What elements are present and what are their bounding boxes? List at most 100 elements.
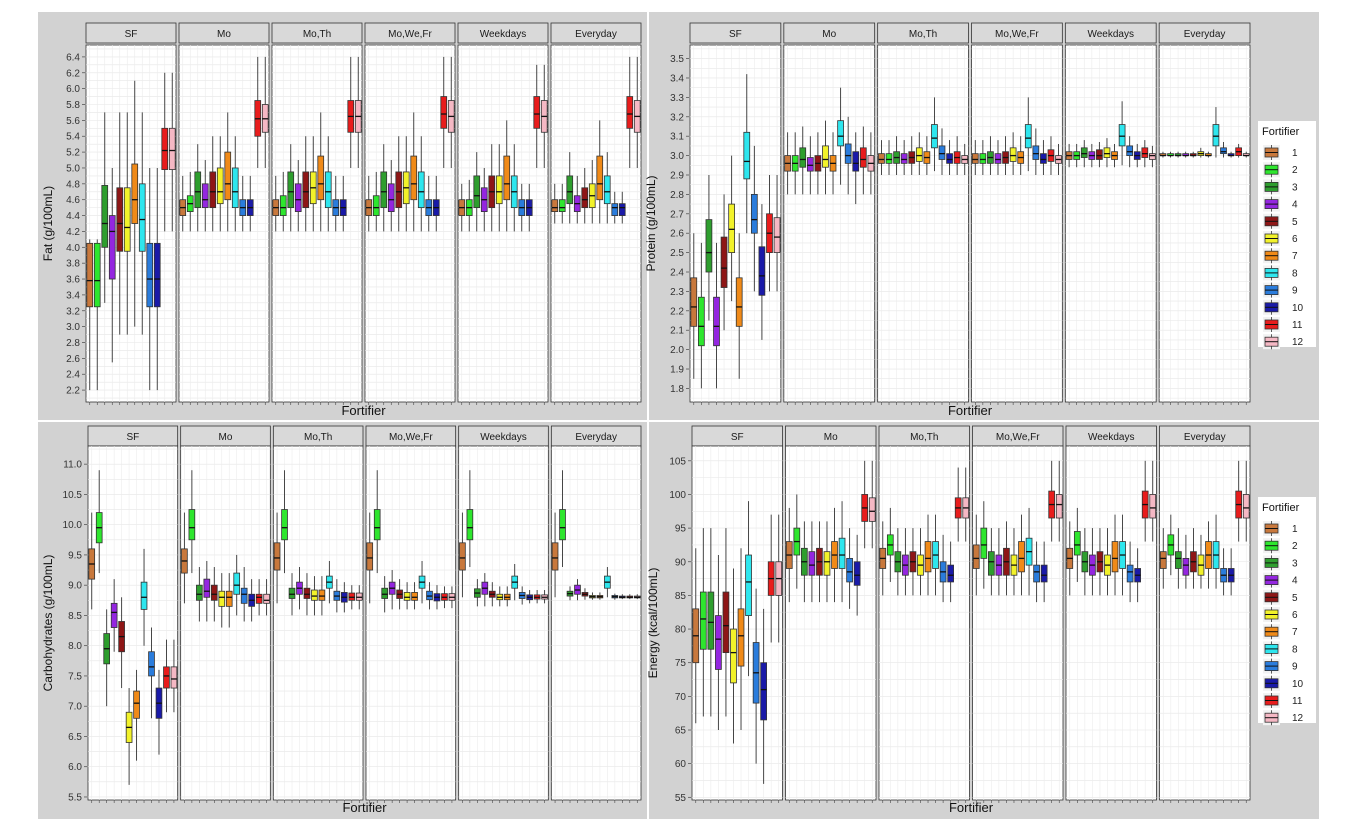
box	[224, 151, 232, 201]
box-fortifier-3	[893, 136, 900, 175]
facet-panel: Mo	[785, 425, 877, 803]
y-axis-label: Fat (g/100mL)	[41, 186, 55, 261]
y-tick-label: 2.7	[670, 209, 684, 220]
box-fortifier-5	[720, 194, 728, 331]
box	[324, 171, 332, 209]
box-fortifier-11	[440, 56, 448, 168]
box-fortifier-9	[1032, 128, 1040, 175]
y-tick-label: 6.0	[66, 84, 80, 95]
box-fortifier-9	[611, 593, 619, 600]
box	[170, 666, 178, 689]
box-fortifier-12	[170, 639, 178, 713]
facet-strip	[271, 22, 363, 44]
box	[1055, 494, 1063, 519]
box-fortifier-2	[372, 171, 380, 232]
box	[440, 96, 448, 129]
y-tick-label: 75	[675, 658, 687, 669]
y-tick-label: 4.0	[66, 243, 80, 254]
facet-strip	[971, 22, 1063, 44]
box	[837, 120, 844, 147]
box	[1032, 145, 1040, 160]
box	[318, 589, 326, 601]
facet-label: SF	[126, 432, 139, 443]
box-fortifier-4	[203, 560, 211, 622]
box-fortifier-11	[441, 586, 448, 609]
box-fortifier-12	[540, 64, 548, 168]
box-fortifier-10	[947, 541, 954, 603]
box-fortifier-10	[1133, 143, 1141, 168]
y-tick-label: 6.5	[68, 732, 82, 743]
box	[581, 187, 589, 209]
box-fortifier-9	[425, 175, 433, 232]
box	[1242, 494, 1250, 519]
facet-label: Weekdays	[1088, 432, 1135, 443]
box	[1212, 124, 1220, 147]
box	[722, 591, 730, 654]
box-fortifier-8	[1025, 507, 1033, 596]
box-fortifier-12	[773, 174, 781, 292]
box-fortifier-7	[596, 592, 604, 600]
box-fortifier-2	[465, 179, 473, 232]
panel-background	[272, 445, 364, 801]
facet-label: Everyday	[1184, 432, 1226, 443]
box	[720, 236, 728, 288]
panel-background	[1065, 445, 1157, 801]
box	[123, 187, 131, 252]
box-fortifier-2	[699, 528, 707, 717]
box	[459, 542, 466, 571]
box-fortifier-4	[715, 555, 722, 731]
box	[466, 509, 474, 541]
box-fortifier-7	[133, 669, 140, 761]
panel-background	[785, 445, 877, 801]
legend-label: 12	[1292, 713, 1304, 724]
box-fortifier-4	[387, 160, 395, 232]
box-fortifier-7	[317, 112, 325, 232]
box	[859, 147, 867, 168]
box	[931, 124, 938, 149]
box-fortifier-9	[1220, 548, 1227, 596]
box	[116, 187, 124, 252]
box	[93, 242, 101, 308]
box-fortifier-6	[218, 573, 226, 628]
facet-strip	[1064, 22, 1157, 44]
box-fortifier-12	[1055, 143, 1062, 175]
box-fortifier-6	[915, 132, 923, 175]
box	[302, 171, 310, 209]
box-fortifier-4	[713, 242, 720, 389]
facet-strip	[1158, 22, 1251, 44]
box-fortifier-7	[410, 112, 418, 232]
box-fortifier-10	[339, 175, 347, 232]
box	[980, 527, 988, 559]
box-fortifier-1	[785, 507, 793, 603]
y-tick-label: 5.4	[66, 132, 80, 143]
legend-label: 10	[1292, 679, 1304, 690]
box-fortifier-10	[946, 140, 953, 175]
box-fortifier-8	[1024, 97, 1032, 172]
legend-item: 1	[1263, 521, 1298, 536]
box	[395, 171, 403, 209]
box-fortifier-5	[1003, 521, 1010, 596]
box-fortifier-2	[186, 171, 194, 232]
box-fortifier-1	[878, 140, 885, 175]
box-fortifier-9	[844, 116, 852, 195]
legend-item: 3	[1263, 179, 1298, 195]
box-fortifier-4	[1182, 534, 1190, 589]
y-tick-label: 100	[669, 490, 686, 501]
box	[853, 561, 861, 586]
y-tick-label: 2.4	[66, 370, 80, 381]
box	[1126, 145, 1134, 156]
box	[1040, 153, 1047, 164]
y-tick-label: 2.0	[670, 345, 684, 356]
box-fortifier-7	[737, 548, 745, 731]
facet-label: Mo,We,Fr	[996, 432, 1040, 443]
box-fortifier-5	[396, 579, 403, 610]
panel-background	[365, 445, 457, 801]
box-fortifier-6	[1197, 534, 1205, 589]
box-fortifier-9	[1126, 541, 1134, 603]
box-fortifier-8	[231, 136, 239, 232]
box-fortifier-1	[365, 175, 373, 232]
box-fortifier-1	[690, 233, 698, 379]
box-fortifier-7	[224, 112, 232, 232]
box-fortifier-7	[225, 573, 233, 628]
